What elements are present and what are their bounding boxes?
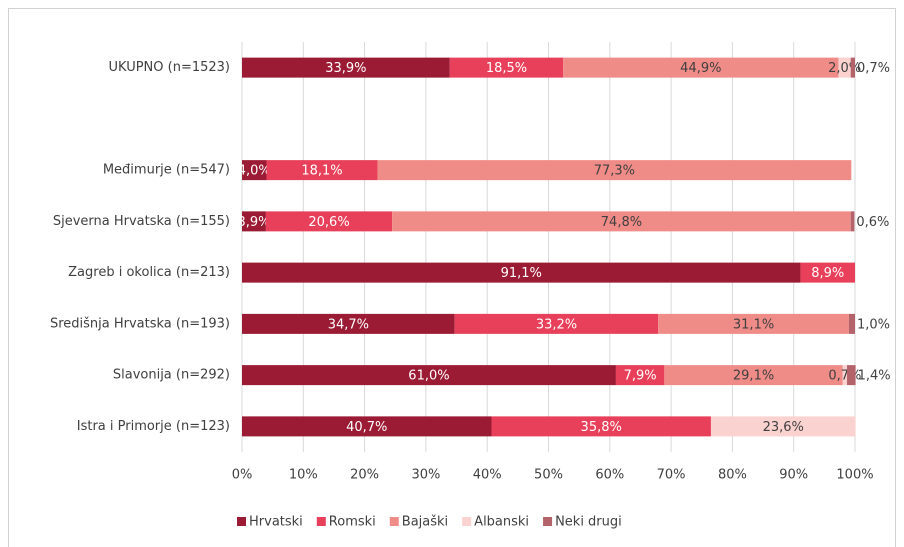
data-label: 23,6% xyxy=(763,420,804,435)
legend-swatch xyxy=(543,517,553,526)
y-tick-label: Istra i Primorje (n=123) xyxy=(77,419,230,434)
legend-label: Hrvatski xyxy=(249,515,303,530)
data-label: 18,1% xyxy=(301,164,342,179)
data-label: 0,6% xyxy=(856,215,889,230)
x-tick-label: 80% xyxy=(718,468,747,483)
data-label: 91,1% xyxy=(501,266,542,281)
x-tick-label: 20% xyxy=(350,468,379,483)
bar-segment xyxy=(850,57,855,78)
x-tick-label: 60% xyxy=(595,468,624,483)
bar-segment xyxy=(847,365,856,386)
bar-segment xyxy=(800,262,855,283)
x-tick-label: 30% xyxy=(411,468,440,483)
bar-segment xyxy=(658,313,849,334)
bar-segment xyxy=(454,313,659,334)
data-label: 61,0% xyxy=(408,369,449,384)
x-tick-label: 50% xyxy=(534,468,563,483)
x-tick-label: 40% xyxy=(473,468,502,483)
data-label: 77,3% xyxy=(594,164,635,179)
y-tick-label: Zagreb i okolica (n=213) xyxy=(68,265,230,280)
bar-segment xyxy=(615,365,665,386)
y-tick-label: Sjeverna Hrvatska (n=155) xyxy=(53,214,230,229)
x-tick-label: 10% xyxy=(289,468,318,483)
data-label: 40,7% xyxy=(346,420,387,435)
y-tick-label: Slavonija (n=292) xyxy=(113,368,230,383)
legend-swatch xyxy=(462,517,472,526)
data-label: 34,7% xyxy=(328,317,369,332)
y-tick-label: UKUPNO (n=1523) xyxy=(109,60,231,75)
bar-segment xyxy=(242,416,492,437)
y-tick-label: Središnja Hrvatska (n=193) xyxy=(50,316,230,331)
legend-label: Albanski xyxy=(474,515,529,530)
legend-label: Bajaški xyxy=(402,515,448,530)
legend-label: Romski xyxy=(329,515,376,530)
x-tick-label: 100% xyxy=(836,468,873,483)
data-label: 29,1% xyxy=(733,369,774,384)
bar-segment xyxy=(449,57,564,78)
data-label: 4,0% xyxy=(238,164,271,179)
bar-segment xyxy=(491,416,711,437)
legend-swatch xyxy=(316,517,326,526)
data-label: 35,8% xyxy=(581,420,622,435)
data-label: 33,9% xyxy=(325,61,366,76)
bar-segment xyxy=(850,211,855,232)
x-tick-label: 70% xyxy=(657,468,686,483)
data-label: 1,0% xyxy=(857,317,890,332)
bar-segment xyxy=(242,211,266,232)
y-tick-label: Međimurje (n=547) xyxy=(103,163,230,178)
bar-segment xyxy=(377,160,852,181)
legend-label: Neki drugi xyxy=(555,515,622,530)
legend-swatch xyxy=(389,517,399,526)
x-tick-label: 90% xyxy=(779,468,808,483)
bar-segment xyxy=(392,211,851,232)
bar-segment xyxy=(838,57,851,78)
bar-segment xyxy=(842,365,848,386)
bar-segment xyxy=(710,416,856,437)
bar-segment xyxy=(848,313,855,334)
bar-segment xyxy=(242,365,616,386)
bar-segment xyxy=(563,57,839,78)
data-label: 20,6% xyxy=(308,215,349,230)
data-label: 31,1% xyxy=(733,317,774,332)
data-label: 33,2% xyxy=(536,317,577,332)
data-label: 1,4% xyxy=(858,369,891,384)
data-label: 7,9% xyxy=(624,369,657,384)
bar-segment xyxy=(265,211,393,232)
x-tick-label: 0% xyxy=(232,468,253,483)
data-label: 3,9% xyxy=(237,215,270,230)
bar-segment xyxy=(242,160,267,181)
legend-swatch xyxy=(237,517,246,526)
data-label: 44,9% xyxy=(680,61,721,76)
data-label: 74,8% xyxy=(601,215,642,230)
bar-segment xyxy=(242,57,450,78)
data-label: 0,7% xyxy=(857,61,890,76)
data-label: 0,7% xyxy=(828,369,861,384)
bar-segment xyxy=(242,313,455,334)
data-label: 18,5% xyxy=(486,61,527,76)
chart-frame xyxy=(8,8,896,547)
data-label: 8,9% xyxy=(811,266,844,281)
bar-segment xyxy=(664,365,843,386)
bar-segment xyxy=(266,160,378,181)
bar-segment xyxy=(242,262,801,283)
